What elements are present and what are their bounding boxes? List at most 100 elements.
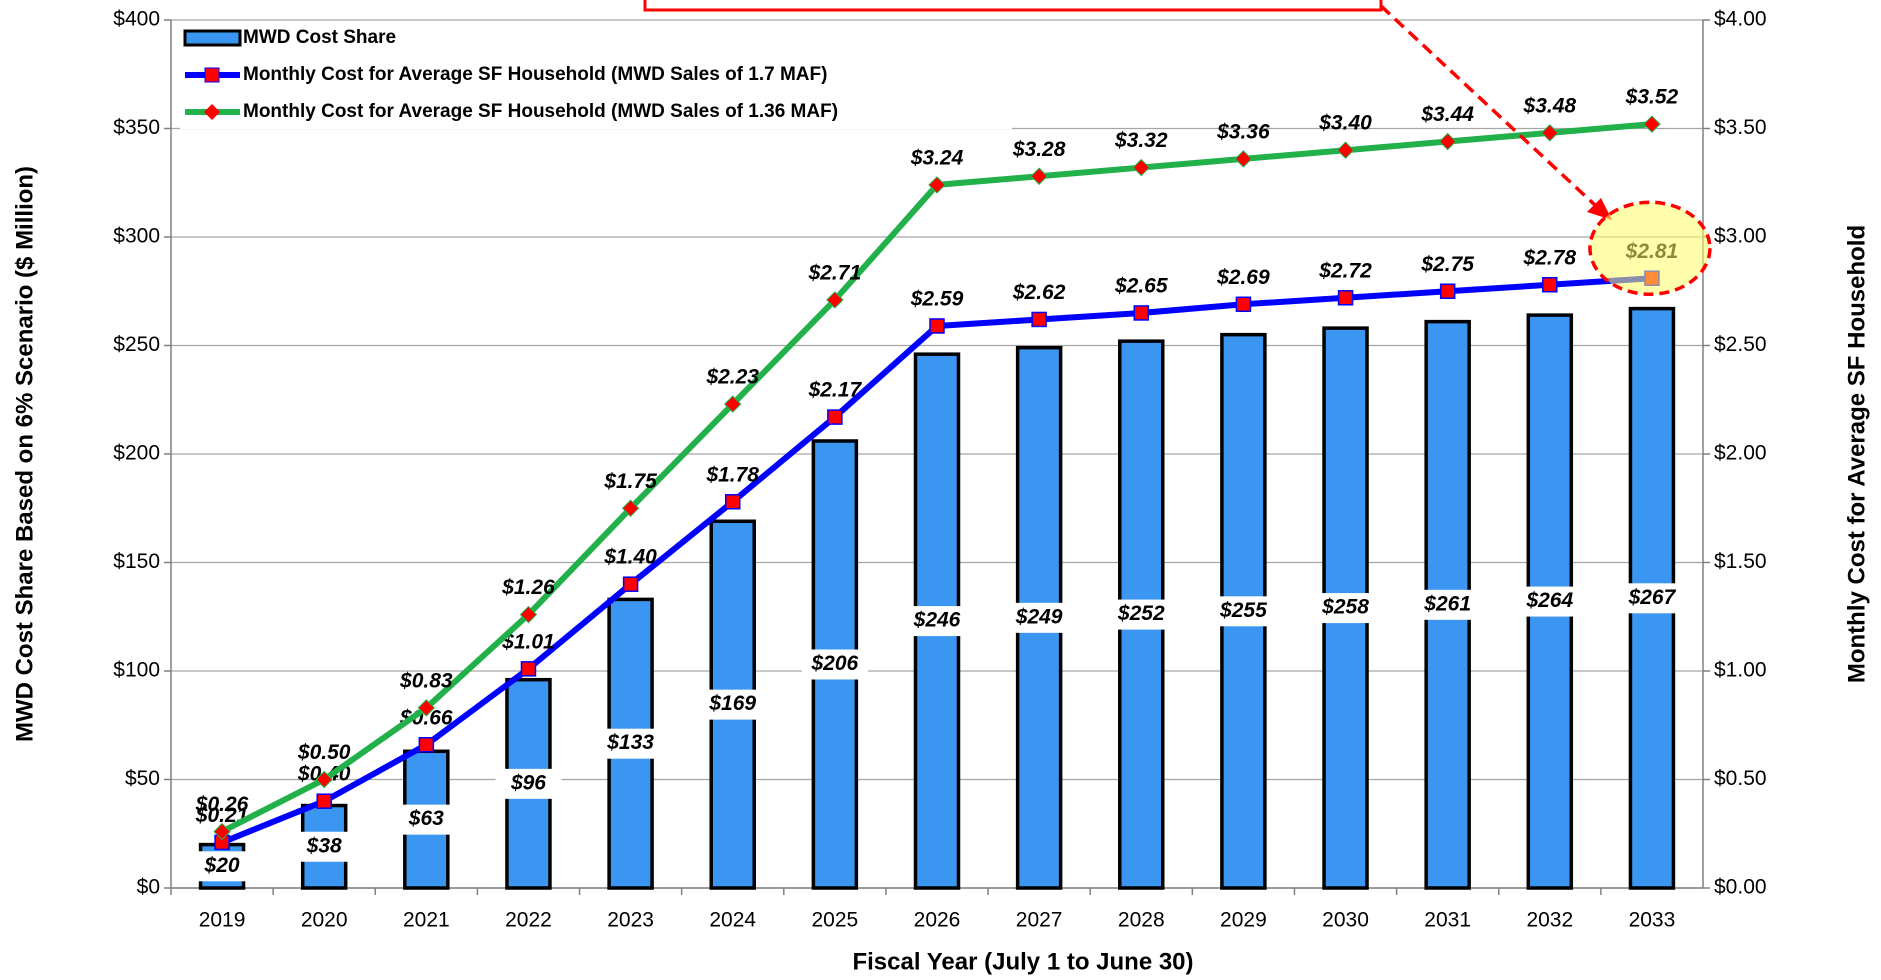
legend-swatch xyxy=(183,29,242,47)
marker xyxy=(1643,115,1661,133)
x-tick-label: 2021 xyxy=(403,909,450,932)
bar-label-bg xyxy=(189,851,256,882)
x-tick-label: 2023 xyxy=(607,909,654,932)
x-tick-label: 2019 xyxy=(199,909,246,932)
x-tick-label: 2022 xyxy=(505,909,552,932)
x-axis-title: Fiscal Year (July 1 to June 30) xyxy=(852,948,1193,975)
y2-tick-label: $4.00 xyxy=(1714,8,1767,31)
line-value-label: $0.66 xyxy=(399,706,453,729)
y-tick-label: $0 xyxy=(137,876,160,899)
line-value-label: $1.75 xyxy=(603,470,657,493)
bar-value-label: $264 xyxy=(1525,589,1573,612)
marker xyxy=(827,409,843,425)
bar-value-label: $206 xyxy=(811,652,859,675)
marker xyxy=(622,576,639,592)
bar-value-label: $261 xyxy=(1423,592,1471,615)
bar-label-bg xyxy=(1210,596,1277,627)
y2-tick-label: $2.50 xyxy=(1714,333,1767,356)
marker xyxy=(1337,290,1354,306)
y-tick-label: $50 xyxy=(125,767,160,790)
marker xyxy=(1439,283,1456,299)
marker xyxy=(1541,124,1559,142)
marker xyxy=(928,176,946,194)
bar-value-label: $96 xyxy=(510,771,546,794)
marker xyxy=(1336,141,1355,159)
line-value-label: $3.44 xyxy=(1420,103,1474,126)
line-value-label: $0.26 xyxy=(195,793,249,816)
bar-value-label: $246 xyxy=(913,609,961,632)
marker xyxy=(724,493,741,510)
y2-tick-label: $0.50 xyxy=(1714,767,1767,790)
marker xyxy=(417,699,436,717)
marker xyxy=(724,395,742,413)
line-value-label: $0.83 xyxy=(399,669,453,692)
y2-tick-label: $1.00 xyxy=(1714,659,1767,682)
y2-tick-label: $0.00 xyxy=(1714,876,1767,899)
bar-label-bg xyxy=(1006,602,1073,633)
marker xyxy=(1235,296,1252,313)
y-tick-label: $250 xyxy=(113,333,160,356)
line-value-label: $1.40 xyxy=(603,546,657,569)
bar-label-bg xyxy=(393,804,460,835)
bar-label-bg xyxy=(699,689,766,720)
line-value-label: $2.71 xyxy=(808,261,862,284)
marker xyxy=(520,661,537,677)
legend-marker xyxy=(204,67,220,83)
line-value-label: $3.52 xyxy=(1625,86,1679,109)
line-value-label: $3.48 xyxy=(1523,94,1577,117)
x-tick-label: 2020 xyxy=(301,909,348,932)
bar-value-label: $258 xyxy=(1321,596,1369,619)
annotation-box xyxy=(643,0,1383,12)
bar-value-label: $249 xyxy=(1015,605,1063,628)
line-value-label: $3.36 xyxy=(1216,120,1270,143)
bar-label-bg xyxy=(1108,599,1175,630)
line-value-label: $0.21 xyxy=(195,804,249,827)
y-axis-title: MWD Cost Share Based on 6% Scenario ($ M… xyxy=(11,166,38,742)
bar-label-bg xyxy=(1618,583,1685,614)
line-value-label: $3.40 xyxy=(1318,112,1372,135)
line-value-label: $2.62 xyxy=(1012,281,1066,304)
x-tick-label: 2026 xyxy=(914,909,961,932)
bar-label-bg xyxy=(597,728,664,759)
bar-value-label: $133 xyxy=(606,731,654,754)
marker xyxy=(316,793,332,809)
line-value-label: $0.50 xyxy=(297,741,351,764)
y-tick-label: $150 xyxy=(113,550,160,573)
y2-axis-title: Monthly Cost for Average SF Household xyxy=(1843,225,1870,683)
line-value-label: $2.17 xyxy=(808,379,863,402)
bar-value-label: $63 xyxy=(408,807,444,830)
line-value-label: $2.65 xyxy=(1114,274,1168,297)
x-tick-label: 2024 xyxy=(709,909,756,932)
marker xyxy=(1133,305,1150,321)
x-tick-label: 2029 xyxy=(1220,909,1267,932)
bar-value-label: $267 xyxy=(1628,586,1677,609)
bar-value-label: $38 xyxy=(306,834,342,857)
bar-label-bg xyxy=(1312,593,1379,624)
line-value-label: $2.75 xyxy=(1420,253,1474,276)
marker xyxy=(1438,132,1457,151)
bar-value-label: $255 xyxy=(1219,599,1267,622)
y2-tick-label: $3.00 xyxy=(1714,225,1767,248)
y-tick-label: $400 xyxy=(113,8,160,31)
line-value-label: $1.78 xyxy=(705,463,759,486)
marker xyxy=(1132,158,1150,177)
line-value-label: $2.69 xyxy=(1216,266,1270,289)
legend-label: Monthly Cost for Average SF Household (M… xyxy=(243,64,827,85)
marker xyxy=(929,318,945,334)
bar-label-bg xyxy=(1414,589,1481,620)
legend-marker xyxy=(204,104,220,120)
line-value-label: $2.23 xyxy=(705,366,759,389)
bar-label-bg xyxy=(1516,586,1583,617)
line-value-label: $1.01 xyxy=(501,630,555,653)
marker xyxy=(826,291,844,309)
line-value-label: $3.24 xyxy=(910,146,964,169)
x-tick-label: 2032 xyxy=(1526,909,1573,932)
y2-tick-label: $2.00 xyxy=(1714,442,1767,465)
marker xyxy=(519,605,538,624)
y-tick-label: $100 xyxy=(113,659,160,682)
y-tick-label: $200 xyxy=(113,442,160,465)
bar-value-label: $20 xyxy=(204,854,240,877)
marker xyxy=(213,822,231,841)
y-tick-label: $300 xyxy=(113,225,160,248)
x-tick-label: 2025 xyxy=(812,909,859,932)
